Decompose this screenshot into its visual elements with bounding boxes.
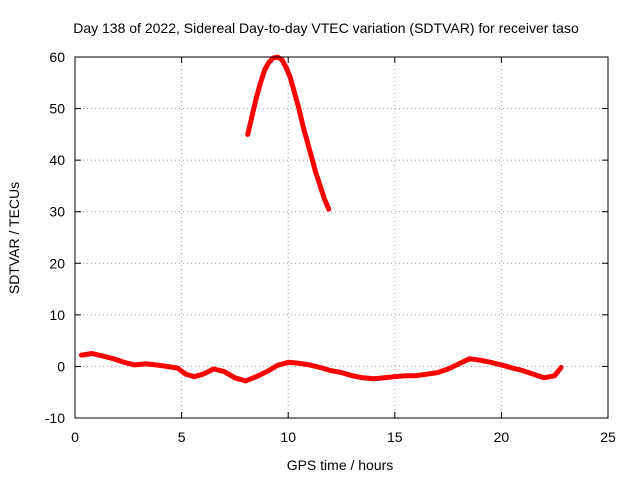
data-point-baseline — [350, 373, 355, 378]
data-point-peak — [300, 124, 306, 129]
x-tick-label: 0 — [71, 429, 79, 445]
data-point-baseline — [222, 369, 227, 374]
data-point-peak — [249, 114, 255, 119]
data-point-baseline — [488, 360, 493, 365]
plot-frame — [74, 56, 609, 419]
data-point-peak — [322, 196, 327, 201]
data-point-baseline — [100, 353, 105, 359]
data-point-baseline — [121, 360, 127, 365]
data-point-baseline — [456, 361, 461, 367]
data-point-baseline — [153, 362, 159, 368]
data-point-baseline — [143, 361, 148, 367]
x-tick-label: 10 — [280, 429, 296, 445]
data-point-peak — [305, 139, 310, 145]
data-point-peak — [313, 170, 319, 176]
y-tick-label: 0 — [57, 358, 65, 374]
data-point-baseline — [403, 373, 408, 378]
data-point-baseline — [541, 375, 547, 380]
data-point-baseline — [339, 370, 344, 375]
chart-title: Day 138 of 2022, Sidereal Day-to-day VTE… — [73, 20, 579, 36]
data-point-baseline — [164, 364, 169, 369]
data-point-baseline — [307, 362, 312, 368]
axis-ticks: 0 5 10 15 20 25 -10 0 10 20 30 40 50 60 — [45, 49, 616, 445]
data-point-baseline — [132, 362, 137, 368]
data-point-baseline — [111, 356, 116, 361]
data-point-peak — [309, 155, 314, 160]
data-point-baseline — [192, 374, 197, 379]
y-tick-label: 40 — [49, 152, 65, 168]
data-point-peak — [318, 183, 323, 189]
x-tick-label: 25 — [600, 429, 616, 445]
data-point-peak — [279, 57, 284, 62]
data-point-baseline — [360, 375, 365, 380]
y-tick-label: 10 — [49, 307, 65, 323]
data-point-baseline — [232, 375, 238, 380]
data-point-baseline — [381, 375, 387, 380]
data-point-baseline — [424, 372, 429, 377]
data-point-peak — [258, 80, 263, 86]
data-point-baseline — [254, 374, 259, 379]
data-point-peak — [326, 206, 331, 212]
data-point-baseline — [435, 370, 440, 375]
data-point-baseline — [183, 372, 189, 377]
data-point-baseline — [509, 365, 515, 371]
data-point-baseline — [211, 366, 216, 372]
data-point-baseline — [371, 376, 376, 381]
data-point-baseline — [499, 362, 504, 368]
data-point-baseline — [286, 360, 291, 365]
data-point-peak — [288, 75, 293, 80]
data-point-peak — [262, 67, 267, 73]
x-tick-label: 20 — [494, 429, 510, 445]
data-point-peak — [266, 60, 272, 65]
y-tick-label: 60 — [49, 49, 65, 65]
data-point-baseline — [558, 365, 564, 370]
data-point-baseline — [318, 365, 323, 370]
data-point-baseline — [520, 368, 525, 373]
data-point-baseline — [477, 358, 483, 363]
data-point-baseline — [175, 365, 180, 371]
x-tick-label: 15 — [387, 429, 403, 445]
series-layer — [78, 54, 564, 384]
data-point-baseline — [200, 372, 206, 377]
y-axis-label: SDTVAR / TECUs — [6, 182, 22, 294]
data-point-peak — [254, 96, 259, 101]
data-point-baseline — [296, 361, 302, 366]
y-tick-label: -10 — [45, 410, 65, 426]
data-point-baseline — [445, 366, 451, 372]
data-point-peak — [292, 90, 297, 96]
data-point-baseline — [275, 363, 280, 368]
data-point-peak — [283, 65, 289, 70]
y-tick-label: 20 — [49, 255, 65, 271]
data-point-baseline — [328, 368, 333, 373]
data-point-baseline — [552, 373, 557, 378]
data-point-baseline — [243, 378, 248, 384]
data-point-baseline — [79, 352, 84, 358]
data-point-baseline — [264, 369, 270, 374]
x-tick-label: 5 — [178, 429, 186, 445]
data-point-peak — [245, 132, 250, 137]
x-axis-label: GPS time / hours — [287, 457, 394, 473]
data-point-baseline — [392, 374, 397, 379]
data-point-baseline — [467, 356, 472, 361]
data-point-peak — [271, 55, 276, 61]
y-tick-label: 30 — [49, 204, 65, 220]
data-point-peak — [296, 106, 302, 111]
series-line-peak — [245, 54, 332, 212]
data-point-baseline — [531, 372, 536, 377]
y-tick-label: 50 — [49, 101, 65, 117]
data-point-baseline — [413, 373, 419, 378]
data-point-baseline — [89, 351, 95, 356]
